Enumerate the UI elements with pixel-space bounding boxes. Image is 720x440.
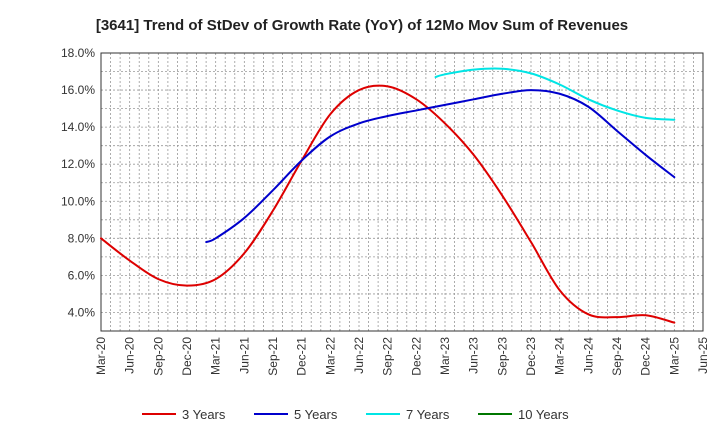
y-tick-label: 6.0% <box>68 268 96 282</box>
x-tick-label: Mar-24 <box>553 337 567 375</box>
legend-label: 10 Years <box>518 407 569 422</box>
x-tick-label: Jun-25 <box>696 337 710 374</box>
x-tick-label: Jun-23 <box>467 337 481 374</box>
plot-background <box>101 53 703 331</box>
y-tick-label: 4.0% <box>68 305 96 319</box>
legend-item-7-years: 7 Years <box>366 407 450 422</box>
legend-item-10-years: 10 Years <box>478 407 569 422</box>
legend: 3 Years 5 Years 7 Years 10 Years <box>142 407 569 422</box>
x-tick-label: Dec-24 <box>639 337 653 376</box>
x-tick-label: Jun-21 <box>237 337 251 374</box>
plot-area: 4.0% 6.0% 8.0% 10.0% 12.0% 14.0% 16.0% 18.0% Mar… <box>61 46 710 376</box>
legend-label: 7 Years <box>406 407 450 422</box>
plot-border <box>100 52 704 332</box>
series-line-7-years <box>434 67 676 121</box>
series-line-5-years <box>205 89 676 244</box>
x-tick-label: Jun-22 <box>352 337 366 374</box>
y-tick-label: 8.0% <box>68 231 96 245</box>
x-tick-label: Sep-22 <box>381 337 395 376</box>
x-tick-label: Dec-23 <box>524 337 538 376</box>
x-tick-label: Jun-20 <box>123 337 137 374</box>
x-tick-label: Mar-21 <box>209 337 223 375</box>
series-line-3-years <box>100 84 676 324</box>
x-tick-label: Dec-21 <box>295 337 309 376</box>
legend-item-5-years: 5 Years <box>254 407 338 422</box>
x-tick-label: Mar-25 <box>667 337 681 375</box>
x-tick-label: Sep-23 <box>495 337 509 376</box>
x-tick-label: Mar-23 <box>438 337 452 375</box>
y-tick-label: 14.0% <box>61 120 95 134</box>
horizontal-gridlines <box>101 52 703 332</box>
x-tick-label: Sep-21 <box>266 337 280 376</box>
x-tick-label: Jun-24 <box>581 337 595 374</box>
legend-label: 5 Years <box>294 407 338 422</box>
chart-title: [3641] Trend of StDev of Growth Rate (Yo… <box>96 17 628 34</box>
x-tick-label: Sep-20 <box>151 337 165 376</box>
legend-label: 3 Years <box>182 407 226 422</box>
y-tick-label: 18.0% <box>61 46 95 60</box>
x-tick-label: Mar-22 <box>323 337 337 375</box>
legend-item-3-years: 3 Years <box>142 407 226 422</box>
x-axis: Mar-20 Jun-20 Sep-20 Dec-20 Mar-21 Jun-21 Sep-… <box>94 337 710 376</box>
x-tick-label: Dec-22 <box>409 337 423 376</box>
y-tick-label: 16.0% <box>61 83 95 97</box>
series-lines <box>100 67 676 324</box>
y-tick-label: 10.0% <box>61 194 95 208</box>
x-tick-label: Sep-24 <box>610 337 624 376</box>
y-axis: 4.0% 6.0% 8.0% 10.0% 12.0% 14.0% 16.0% 18.0% <box>61 46 95 319</box>
x-tick-label: Dec-20 <box>180 337 194 376</box>
x-tick-label: Mar-20 <box>94 337 108 375</box>
y-tick-label: 12.0% <box>61 157 95 171</box>
